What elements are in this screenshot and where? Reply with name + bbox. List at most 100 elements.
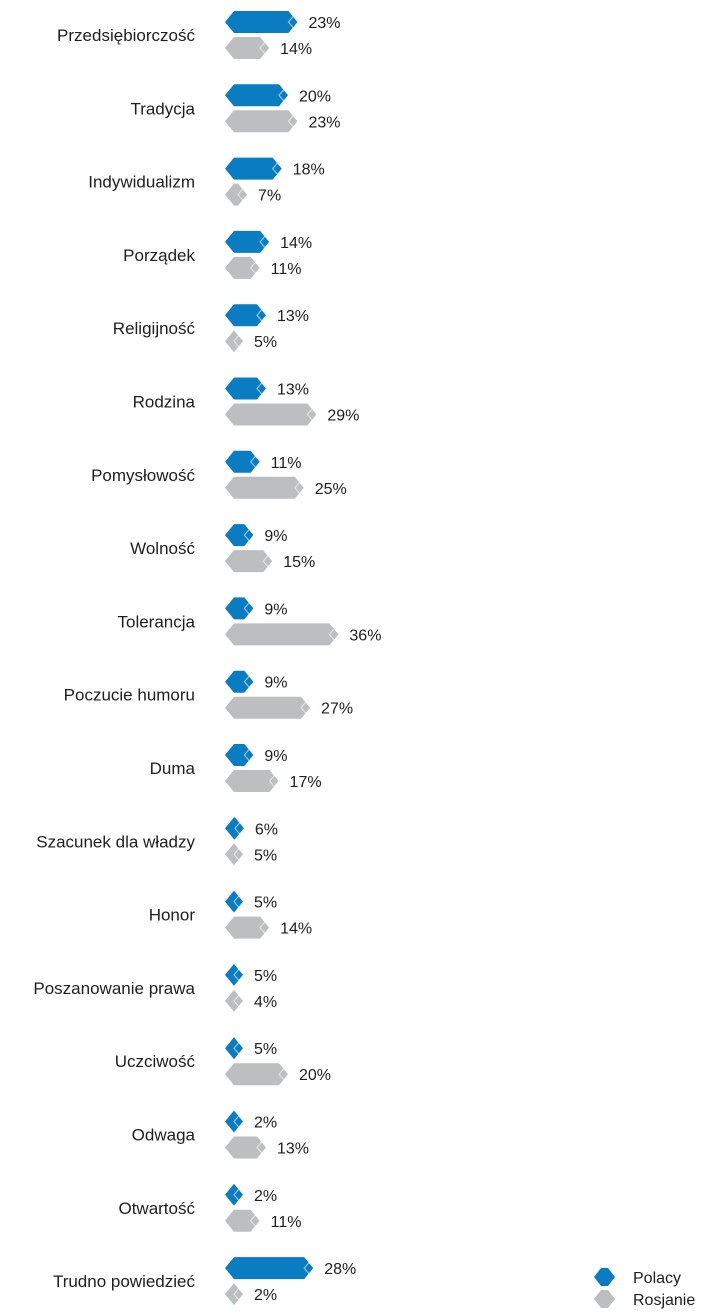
bar-chevron [259,234,267,250]
legend-marker-rosjanie [594,1290,615,1308]
bar-chevron [249,1213,258,1229]
bars [225,11,339,1306]
category-label: Indywidualizm [88,173,195,192]
bar-chevron [287,113,295,129]
value-label-rosjanie: 14% [280,41,312,58]
bar-rosjanie [225,770,279,792]
value-label-polacy: 5% [254,1041,277,1058]
value-label-rosjanie: 5% [254,334,277,351]
category-label: Tolerancja [118,612,196,631]
value-label-polacy: 9% [264,601,287,618]
category-label: Wolność [130,539,195,558]
category-label: Poczucie humoru [64,686,195,705]
bar-chevron [278,87,286,103]
value-label-rosjanie: 36% [349,627,381,644]
bar-polacy [225,84,288,107]
bar-polacy [225,670,254,693]
category-label: Pomysłowość [91,466,195,485]
bar-chevron [234,820,242,836]
bar-chevron [300,700,308,716]
category-label: Poszanowanie prawa [33,979,195,998]
value-label-rosjanie: 7% [258,188,281,205]
bar-chevron [243,674,251,690]
bar-rosjanie [225,476,304,499]
bar-chevron [233,333,241,349]
value-label-polacy: 9% [264,528,287,545]
bar-polacy [225,230,270,253]
value-label-polacy: 2% [254,1115,277,1132]
bar-rosjanie [225,256,260,279]
bar-polacy [225,450,260,473]
category-label: Duma [150,759,196,778]
bar-chevron [306,407,314,422]
value-label-rosjanie: 15% [283,554,315,571]
category-label: Rodzina [133,393,196,412]
legend: Polacy Rosjanie [594,1268,695,1309]
value-label-polacy: 28% [324,1261,356,1278]
bar-polacy [225,377,266,400]
bar-rosjanie [225,696,311,719]
bar-chevron [256,307,264,323]
category-label: Otwartość [118,1199,195,1218]
value-label-polacy: 14% [280,235,312,252]
bar-chevron [268,773,277,789]
bar-chevron [243,601,251,616]
category-label: Porządek [123,246,195,265]
value-label-rosjanie: 27% [321,701,353,718]
value-label-rosjanie: 14% [280,921,312,938]
bar-polacy [225,1257,314,1280]
category-label: Religijność [113,319,196,338]
bar-rosjanie [225,110,298,133]
bar-polacy [225,744,254,766]
value-label-polacy: 11% [271,455,302,472]
category-label: Szacunek dla władzy [36,832,195,851]
bar-chevron [256,381,264,396]
value-label-rosjanie: 20% [299,1067,331,1084]
bar-chevron [233,967,241,983]
bar-rosjanie [225,37,270,59]
bar-polacy [225,597,254,620]
value-labels: 23%14%20%23%18%7%14%11%13%5%13%29%11%25%… [254,15,381,1304]
value-label-rosjanie: 2% [254,1287,277,1304]
bar-rosjanie [225,403,317,426]
value-label-polacy: 9% [264,675,287,692]
value-label-rosjanie: 4% [254,994,277,1011]
legend-label-rosjanie: Rosjanie [633,1292,695,1309]
value-label-rosjanie: 17% [290,774,322,791]
bar-chevron [303,1260,311,1276]
bar-chevron [328,627,336,642]
value-label-polacy: 20% [299,88,331,105]
bar-chevron [233,894,241,909]
category-labels: Przedsiębiorczość Tradycja Indywidualizm Po… [33,26,195,1291]
bar-polacy [225,157,282,180]
bar-chevron [256,1140,264,1155]
category-label: Trudno powiedzieć [53,1272,196,1291]
category-label: Przedsiębiorczość [57,26,195,45]
value-label-polacy: 2% [254,1188,277,1205]
bar-rosjanie [225,550,273,573]
bar-rosjanie [225,1136,266,1159]
bar-chevron [249,260,258,276]
bar-chevron [243,747,251,763]
value-label-rosjanie: 25% [315,481,347,498]
bar-rosjanie [225,623,339,646]
legend-label-polacy: Polacy [633,1270,681,1287]
value-label-rosjanie: 23% [308,114,340,131]
value-label-rosjanie: 5% [254,847,277,864]
category-label: Honor [149,906,196,925]
bar-rosjanie [225,916,270,939]
value-label-rosjanie: 13% [277,1141,309,1158]
bar-rosjanie [225,1063,288,1086]
legend-marker-polacy [594,1268,615,1286]
bar-chevron [271,161,280,176]
category-label: Odwaga [132,1126,196,1145]
bar-chevron [237,187,245,202]
bar-polacy [225,304,266,327]
value-label-polacy: 13% [277,382,309,399]
bar-chevron [278,1066,286,1082]
bar-chevron [259,920,267,935]
value-label-polacy: 9% [264,748,287,765]
bar-rosjanie [225,183,248,206]
bar-chevron [259,40,267,56]
bar-chevron [243,527,251,543]
